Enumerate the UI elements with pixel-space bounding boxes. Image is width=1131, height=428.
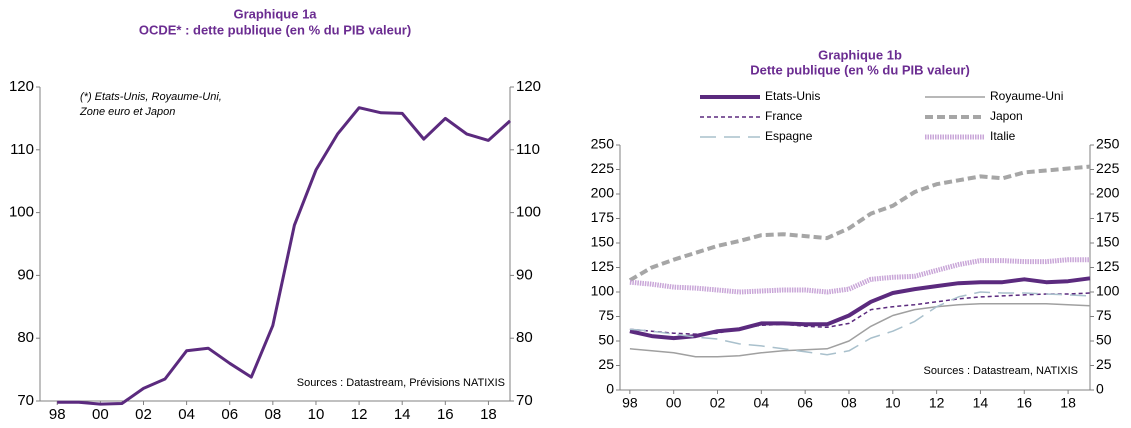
x-tick-label: 00 bbox=[666, 395, 682, 411]
y2-tick-label: 120 bbox=[516, 78, 541, 95]
annotation: Sources : Datastream, Prévisions NATIXIS bbox=[297, 377, 505, 389]
line-series bbox=[629, 276, 1091, 341]
y-tick-label: 0 bbox=[606, 381, 614, 397]
x-tick-label: 04 bbox=[754, 395, 770, 411]
y-tick-label: 90 bbox=[17, 266, 34, 283]
y2-tick-label: 150 bbox=[1096, 234, 1120, 250]
y-tick-label: 75 bbox=[598, 307, 614, 323]
x-tick-label: 12 bbox=[351, 406, 368, 423]
y-tick-label: 150 bbox=[591, 234, 615, 250]
x-tick-label: 10 bbox=[308, 406, 325, 423]
legend-label: Etats-Unis bbox=[765, 89, 820, 103]
y2-tick-label: 0 bbox=[1096, 381, 1104, 397]
x-tick-label: 12 bbox=[929, 395, 945, 411]
line-series bbox=[57, 106, 512, 406]
y-tick-label: 80 bbox=[17, 329, 34, 346]
y2-tick-label: 75 bbox=[1096, 307, 1112, 323]
x-tick-label: 08 bbox=[841, 395, 857, 411]
legend-label: France bbox=[765, 109, 803, 123]
x-tick-label: 10 bbox=[885, 395, 901, 411]
line-series bbox=[629, 292, 1091, 335]
y-tick-label: 120 bbox=[9, 78, 34, 95]
x-tick-label: 98 bbox=[49, 406, 66, 423]
y2-tick-label: 25 bbox=[1096, 356, 1112, 372]
y-tick-label: 200 bbox=[591, 185, 615, 201]
x-tick-label: 18 bbox=[480, 406, 497, 423]
line-series bbox=[628, 164, 1091, 282]
y2-tick-label: 110 bbox=[516, 141, 540, 158]
y2-tick-label: 250 bbox=[1096, 136, 1120, 152]
x-tick-label: 14 bbox=[394, 406, 411, 423]
line-series bbox=[629, 291, 1091, 356]
annotation: (*) Etats-Unis, Royaume-Uni, bbox=[80, 91, 222, 103]
y2-tick-label: 125 bbox=[1096, 258, 1120, 274]
y2-tick-label: 50 bbox=[1096, 332, 1112, 348]
line-series bbox=[629, 303, 1091, 358]
legend-label: Espagne bbox=[765, 129, 813, 143]
y2-tick-label: 200 bbox=[1096, 185, 1120, 201]
legend-label: Italie bbox=[990, 129, 1016, 143]
x-tick-label: 18 bbox=[1060, 395, 1076, 411]
y2-tick-label: 90 bbox=[516, 266, 533, 283]
y-tick-label: 25 bbox=[598, 356, 614, 372]
chart-subtitle: Dette publique (en % du PIB valeur) bbox=[750, 62, 970, 77]
x-tick-label: 02 bbox=[135, 406, 152, 423]
y-tick-label: 175 bbox=[591, 209, 615, 225]
y2-tick-label: 175 bbox=[1096, 209, 1120, 225]
chart-title: Graphique 1b bbox=[818, 47, 902, 62]
y-tick-label: 225 bbox=[591, 160, 615, 176]
y-tick-label: 50 bbox=[598, 332, 614, 348]
x-tick-label: 04 bbox=[178, 406, 195, 423]
chart-subtitle: OCDE* : dette publique (en % du PIB vale… bbox=[139, 22, 411, 37]
x-tick-label: 02 bbox=[710, 395, 726, 411]
x-tick-label: 16 bbox=[1016, 395, 1032, 411]
x-tick-label: 08 bbox=[265, 406, 282, 423]
y-tick-label: 125 bbox=[591, 258, 615, 274]
annotation: Sources : Datastream, NATIXIS bbox=[924, 365, 1078, 377]
x-tick-label: 98 bbox=[622, 395, 638, 411]
annotation: Zone euro et Japon bbox=[79, 106, 175, 118]
y-tick-label: 100 bbox=[591, 283, 615, 299]
y-tick-label: 110 bbox=[10, 141, 34, 158]
y2-tick-label: 70 bbox=[516, 392, 533, 409]
x-tick-label: 06 bbox=[797, 395, 813, 411]
y-tick-label: 70 bbox=[17, 392, 34, 409]
y2-tick-label: 225 bbox=[1096, 160, 1120, 176]
y2-tick-label: 100 bbox=[516, 204, 541, 221]
y2-tick-label: 100 bbox=[1096, 283, 1120, 299]
legend-label: Royaume-Uni bbox=[990, 89, 1063, 103]
line-series bbox=[629, 257, 1090, 295]
y-tick-label: 250 bbox=[591, 136, 615, 152]
x-tick-label: 00 bbox=[92, 406, 109, 423]
x-tick-label: 16 bbox=[437, 406, 454, 423]
y2-tick-label: 80 bbox=[516, 329, 533, 346]
legend-label: Japon bbox=[990, 109, 1023, 123]
x-tick-label: 14 bbox=[973, 395, 989, 411]
x-tick-label: 06 bbox=[221, 406, 238, 423]
chart-title: Graphique 1a bbox=[233, 6, 317, 21]
y-tick-label: 100 bbox=[9, 204, 34, 221]
